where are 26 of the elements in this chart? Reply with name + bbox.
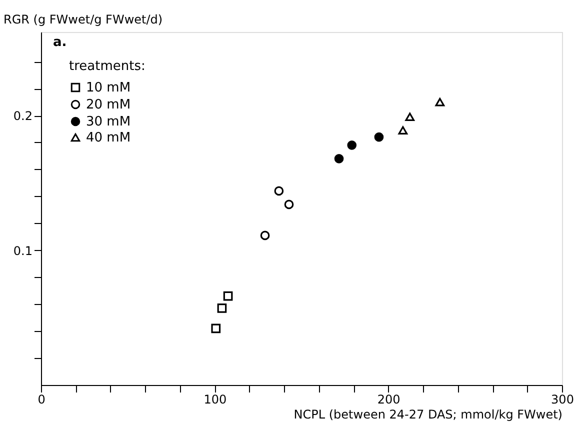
x-tick-label: 0: [38, 392, 46, 406]
point: [260, 230, 270, 240]
legend-label: 10 mM: [86, 80, 131, 96]
y-axis-title: RGR (g FWwet/g FWwet/d): [4, 12, 163, 26]
x-tick-label: 100: [204, 392, 227, 406]
point: [405, 112, 415, 122]
point: [347, 140, 357, 150]
point: [217, 304, 227, 313]
point: [284, 200, 294, 210]
point: [274, 186, 284, 196]
legend-label: 20 mM: [86, 98, 131, 112]
legend-label: 40 mM: [86, 130, 131, 146]
point: [211, 324, 221, 334]
y-tick-label: 0.2: [13, 109, 32, 124]
x-tick-label: 200: [377, 392, 400, 406]
legend-label: 30 mM: [86, 114, 131, 130]
point: [374, 132, 384, 142]
annotation: a.: [53, 35, 67, 50]
x-axis-title: NCPL (between 24-27 DAS; mmol/kg FWwet): [294, 408, 562, 422]
point: [334, 154, 344, 164]
point: [435, 98, 445, 106]
y-tick-label: 0.1: [13, 244, 32, 258]
legend-title: treatments:: [69, 59, 146, 74]
x-tick-label: 300: [551, 392, 574, 406]
point: [398, 126, 408, 135]
point: [223, 291, 233, 301]
